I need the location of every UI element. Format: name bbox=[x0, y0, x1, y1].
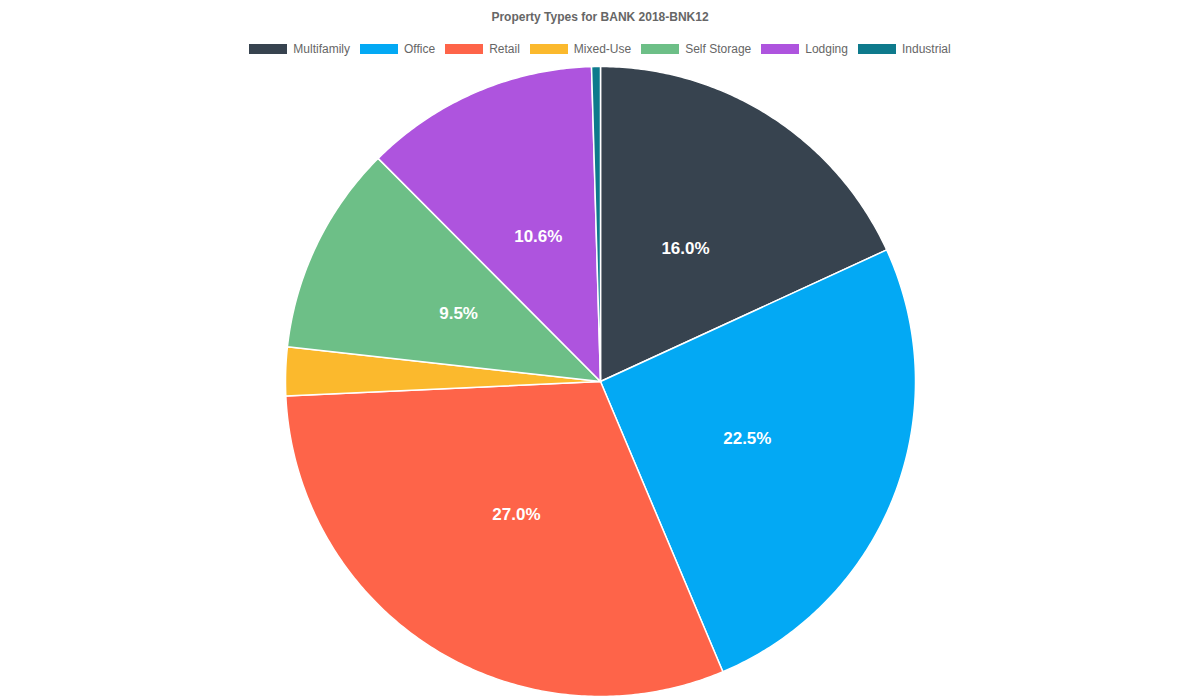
html-text:Retail: Retail bbox=[489, 42, 520, 56]
html-text:Office: Office bbox=[404, 42, 436, 56]
svg-text:22.5%: 22.5% bbox=[723, 429, 771, 448]
svg-text:27.0%: 27.0% bbox=[492, 505, 540, 524]
html-text:Mixed-Use: Mixed-Use bbox=[573, 42, 632, 56]
svg-text:9.5%: 9.5% bbox=[439, 304, 478, 323]
html-text:Self Storage: Self Storage bbox=[685, 42, 752, 56]
svg-text:10.6%: 10.6% bbox=[514, 227, 562, 246]
html-text:Industrial: Industrial bbox=[902, 42, 951, 56]
html-text:Lodging: Lodging bbox=[805, 42, 848, 56]
svg-text:16.0%: 16.0% bbox=[661, 239, 709, 258]
html-text:Multifamily: Multifamily bbox=[293, 42, 350, 56]
html-text:Property Types for BANK 2018-B: Property Types for BANK 2018-BNK12 bbox=[491, 10, 709, 24]
